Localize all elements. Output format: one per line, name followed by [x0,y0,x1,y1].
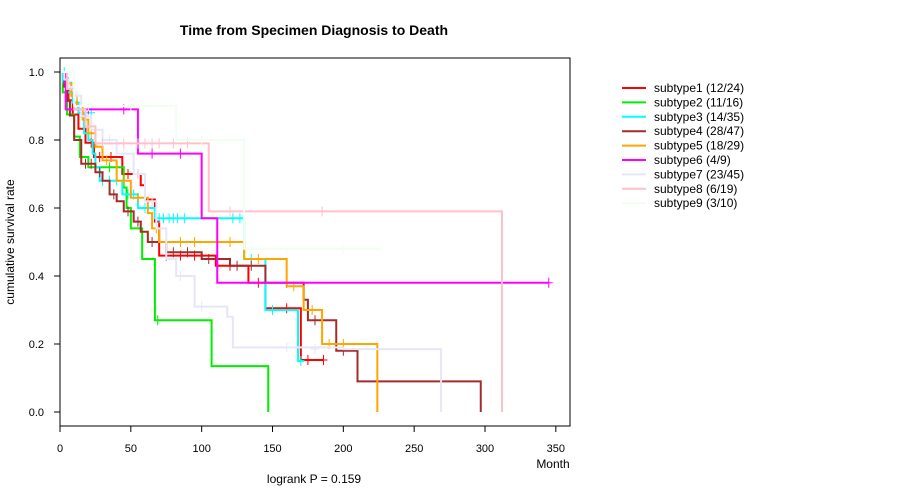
plot-frame [59,57,571,427]
censor-mark-subtype3 [235,213,244,224]
curve-subtype1 [60,71,324,361]
legend-label-subtype8: subtype8 (6/19) [654,182,737,196]
censor-mark-subtype7 [133,169,142,179]
censor-mark-subtype4 [148,237,157,247]
censor-mark-subtype4 [133,216,142,227]
censor-mark-subtype3 [173,213,182,224]
censor-mark-subtype4 [247,260,256,271]
censor-mark-subtype8 [133,138,142,149]
censor-mark-subtype5 [102,155,111,166]
censor-mark-subtype3 [296,356,305,366]
censor-mark-subtype1 [282,303,291,314]
censor-mark-subtype5 [308,305,317,315]
x-axis-label: Month [536,457,569,471]
y-tick-label: 1.0 [29,67,44,79]
y-tick-label: 0.6 [29,203,44,215]
censor-mark-subtype7 [176,271,185,281]
y-axis-label: cumulative survival rate [3,179,17,305]
x-axis: 0 50 100 150 200 250 300 350 [57,425,565,455]
censor-mark-subtype3 [228,213,237,224]
censor-mark-subtype4 [87,158,96,169]
censor-mark-subtype9 [126,101,135,111]
censor-mark-subtype1 [319,354,328,365]
curve-subtype8 [60,71,503,412]
legend-label-subtype3: subtype3 (14/35) [654,110,744,124]
censor-mark-subtype4 [233,260,242,271]
x-tick-label: 50 [125,443,137,455]
censor-mark-subtype7 [311,344,319,355]
censor-mark-subtype2 [153,315,162,326]
censor-mark-subtype8 [169,138,178,149]
censor-mark-subtype6 [148,148,157,159]
censor-mark-subtype6 [176,148,185,159]
x-tick-label: 300 [476,443,494,455]
censor-mark-subtype4 [204,254,213,264]
censor-mark-subtype5 [226,237,234,247]
censor-mark-subtype5 [190,237,199,247]
censor-mark-subtype5 [133,192,142,203]
censor-mark-subtype4 [311,315,319,326]
y-tick-label: 0.2 [29,339,44,351]
censor-mark-subtype8 [318,206,327,217]
censor-mark-subtype4 [95,167,104,178]
censor-mark-subtype5 [176,237,185,247]
x-tick-label: 350 [547,443,565,455]
censor-mark-subtype1 [124,169,132,179]
curve-subtype3 [60,71,304,362]
censor-mark-subtype1 [303,354,312,365]
y-tick-label: 0.4 [29,271,44,283]
x-tick-label: 0 [57,443,63,455]
censor-mark-subtype4 [169,247,178,258]
logrank-pvalue: logrank P = 0.159 [267,472,362,486]
censor-mark-subtype7 [148,196,157,207]
censor-mark-subtype5 [119,175,128,186]
y-tick-label: 0.0 [29,407,44,419]
censor-mark-subtype7 [282,342,291,353]
censor-mark-subtype8 [98,138,107,149]
censor-mark-subtype6 [544,277,553,288]
legend-label-subtype2: subtype2 (11/16) [654,95,743,109]
censor-mark-subtype9 [197,135,206,145]
censor-mark-subtype9 [282,243,291,254]
censor-mark-subtype8 [148,138,157,149]
censor-mark-subtype4 [109,189,118,200]
curve-subtype7 [60,71,443,412]
legend-label-subtype4: subtype4 (28/47) [654,124,744,138]
legend-label-subtype5: subtype5 (18/29) [654,139,744,153]
x-tick-label: 200 [334,443,352,455]
curve-subtype6 [60,71,549,284]
curve-subtype5 [60,71,379,412]
censor-mark-subtype8 [155,138,164,149]
legend-label-subtype6: subtype6 (4/9) [654,153,731,167]
legend: subtype1 (12/24)subtype2 (11/16)subtype3… [622,81,744,210]
x-tick-label: 250 [405,443,423,455]
censor-mark-subtype8 [119,138,128,149]
curve-subtype4 [60,71,482,412]
legend-label-subtype7: subtype7 (23/45) [654,167,744,181]
censor-mark-subtype4 [124,206,132,217]
censor-mark-subtype5 [254,254,263,264]
censor-mark-subtype3 [180,213,189,224]
censor-mark-subtype3 [268,305,277,315]
plot-area [60,67,553,412]
censor-mark-subtype9 [84,101,93,111]
censor-mark-subtype8 [226,206,234,217]
legend-label-subtype1: subtype1 (12/24) [654,81,744,95]
curve-subtype9 [60,71,381,250]
censor-mark-subtype7 [197,301,206,312]
x-tick-label: 100 [192,443,210,455]
censor-mark-subtype8 [141,138,149,149]
x-tick-label: 150 [263,443,281,455]
y-tick-label: 0.8 [29,135,44,147]
censor-mark-subtype7 [119,148,128,159]
censor-mark-subtype2 [105,162,114,173]
legend-label-subtype9: subtype9 (3/10) [654,196,737,210]
y-axis: 0.0 0.2 0.4 0.6 0.8 1.0 [29,67,61,419]
censor-mark-subtype4 [183,247,192,258]
chart-title: Time from Specimen Diagnosis to Death [180,22,448,38]
censor-mark-subtype9 [339,243,348,254]
